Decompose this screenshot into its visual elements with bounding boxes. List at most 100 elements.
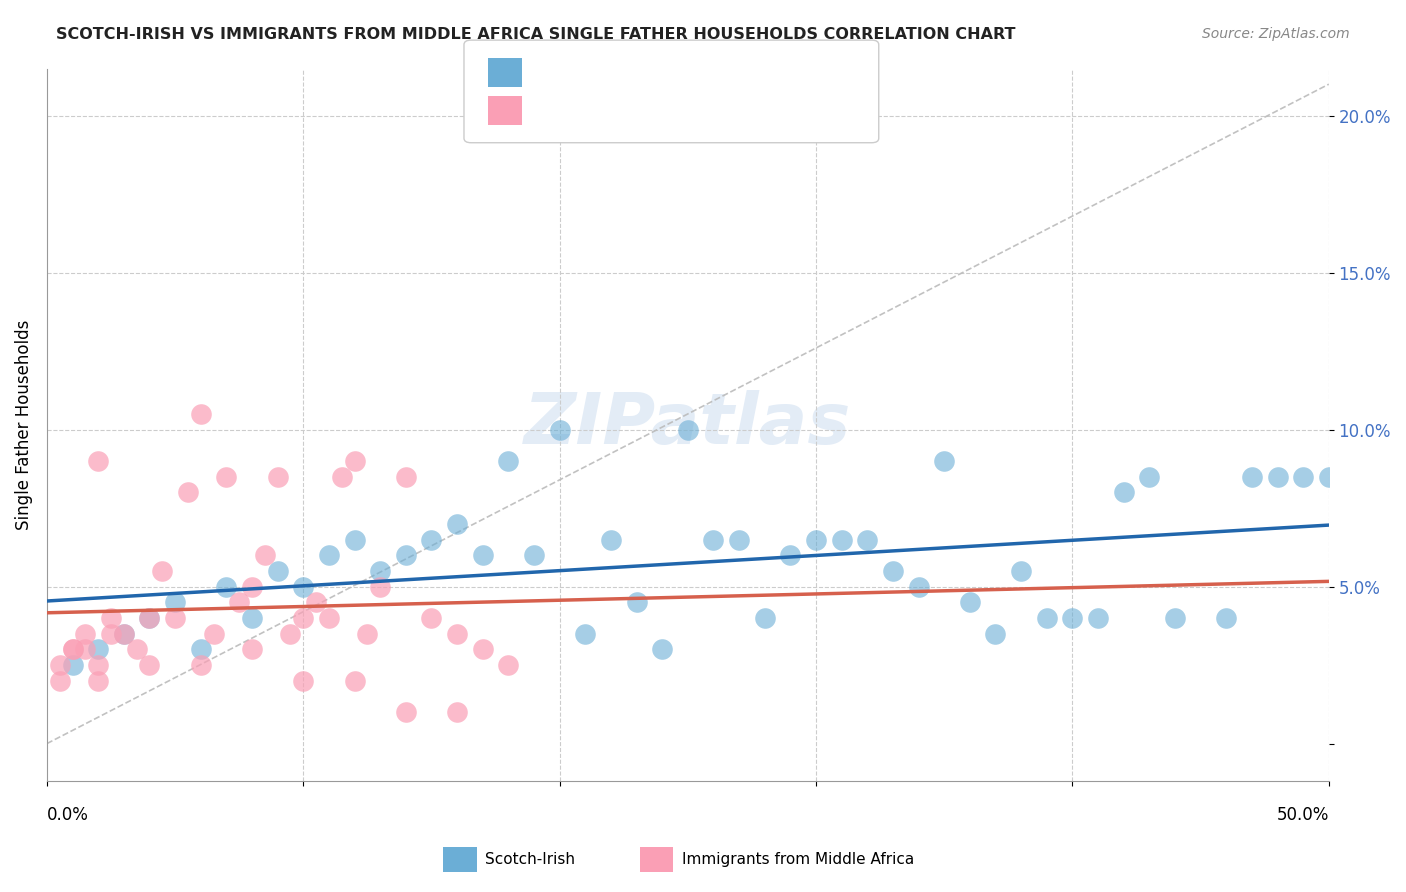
Point: [240, 611, 263, 625]
Text: Source: ZipAtlas.com: Source: ZipAtlas.com: [1202, 27, 1350, 41]
Point: [100, 626, 122, 640]
Point: [1087, 611, 1109, 625]
Point: [446, 626, 468, 640]
Point: [112, 626, 135, 640]
Point: [266, 564, 288, 578]
Point: [292, 673, 315, 688]
Point: [87, 673, 110, 688]
Point: [305, 595, 328, 609]
Point: [318, 611, 340, 625]
Point: [177, 485, 200, 500]
Point: [1292, 469, 1315, 483]
Text: 50.0%: 50.0%: [1277, 806, 1329, 824]
Point: [87, 454, 110, 468]
Point: [626, 595, 648, 609]
Point: [75, 626, 97, 640]
Point: [1137, 469, 1160, 483]
Point: [343, 454, 366, 468]
Point: [190, 407, 212, 421]
Point: [62, 642, 84, 657]
Point: [1035, 611, 1057, 625]
Point: [420, 533, 443, 547]
Point: [292, 611, 315, 625]
Point: [280, 626, 302, 640]
Text: 0.0%: 0.0%: [46, 806, 89, 824]
Point: [498, 658, 520, 673]
Point: [228, 595, 250, 609]
Point: [215, 469, 238, 483]
Text: R = 0.482: R = 0.482: [531, 102, 621, 120]
Point: [202, 626, 225, 640]
Point: [343, 673, 366, 688]
Point: [138, 658, 160, 673]
Point: [138, 611, 160, 625]
Point: [804, 533, 827, 547]
Point: [356, 626, 378, 640]
Y-axis label: Single Father Households: Single Father Households: [15, 319, 32, 530]
Point: [87, 642, 110, 657]
Point: [368, 580, 391, 594]
Point: [266, 469, 288, 483]
Point: [754, 611, 776, 625]
Text: ZIPatlas: ZIPatlas: [524, 391, 852, 459]
Point: [150, 564, 173, 578]
Point: [446, 516, 468, 531]
Text: Scotch-Irish: Scotch-Irish: [485, 853, 575, 867]
Point: [165, 595, 187, 609]
Point: [984, 626, 1007, 640]
Text: N = 44: N = 44: [703, 102, 766, 120]
Point: [934, 454, 956, 468]
Point: [240, 580, 263, 594]
Point: [1317, 469, 1340, 483]
Point: [330, 469, 353, 483]
Point: [856, 533, 879, 547]
Point: [48, 658, 70, 673]
Point: [165, 611, 187, 625]
Point: [882, 564, 904, 578]
Point: [62, 642, 84, 657]
Point: [190, 642, 212, 657]
Point: [600, 533, 623, 547]
Point: [138, 611, 160, 625]
Point: [907, 580, 929, 594]
Point: [1164, 611, 1187, 625]
Point: [523, 548, 546, 562]
Point: [395, 705, 418, 719]
Point: [574, 626, 596, 640]
Point: [100, 611, 122, 625]
Point: [1267, 469, 1289, 483]
Point: [1112, 485, 1135, 500]
Text: SCOTCH-IRISH VS IMMIGRANTS FROM MIDDLE AFRICA SINGLE FATHER HOUSEHOLDS CORRELATI: SCOTCH-IRISH VS IMMIGRANTS FROM MIDDLE A…: [56, 27, 1015, 42]
Text: R = 0.232: R = 0.232: [531, 63, 621, 81]
Point: [779, 548, 801, 562]
Point: [75, 642, 97, 657]
Point: [676, 423, 699, 437]
Point: [446, 705, 468, 719]
Point: [62, 658, 84, 673]
Point: [112, 626, 135, 640]
Point: [368, 564, 391, 578]
Point: [959, 595, 981, 609]
Point: [471, 548, 494, 562]
Point: [1240, 469, 1263, 483]
Point: [190, 658, 212, 673]
Point: [728, 533, 751, 547]
Point: [125, 642, 148, 657]
Point: [548, 423, 571, 437]
Point: [471, 642, 494, 657]
Point: [253, 548, 276, 562]
Point: [1215, 611, 1237, 625]
Point: [831, 533, 853, 547]
Point: [215, 580, 238, 594]
Point: [240, 642, 263, 657]
Point: [651, 642, 673, 657]
Point: [420, 611, 443, 625]
Point: [87, 658, 110, 673]
Point: [498, 454, 520, 468]
Text: Immigrants from Middle Africa: Immigrants from Middle Africa: [682, 853, 914, 867]
Point: [1010, 564, 1032, 578]
Point: [1062, 611, 1084, 625]
Point: [395, 469, 418, 483]
Text: N = 49: N = 49: [703, 63, 766, 81]
Point: [395, 548, 418, 562]
